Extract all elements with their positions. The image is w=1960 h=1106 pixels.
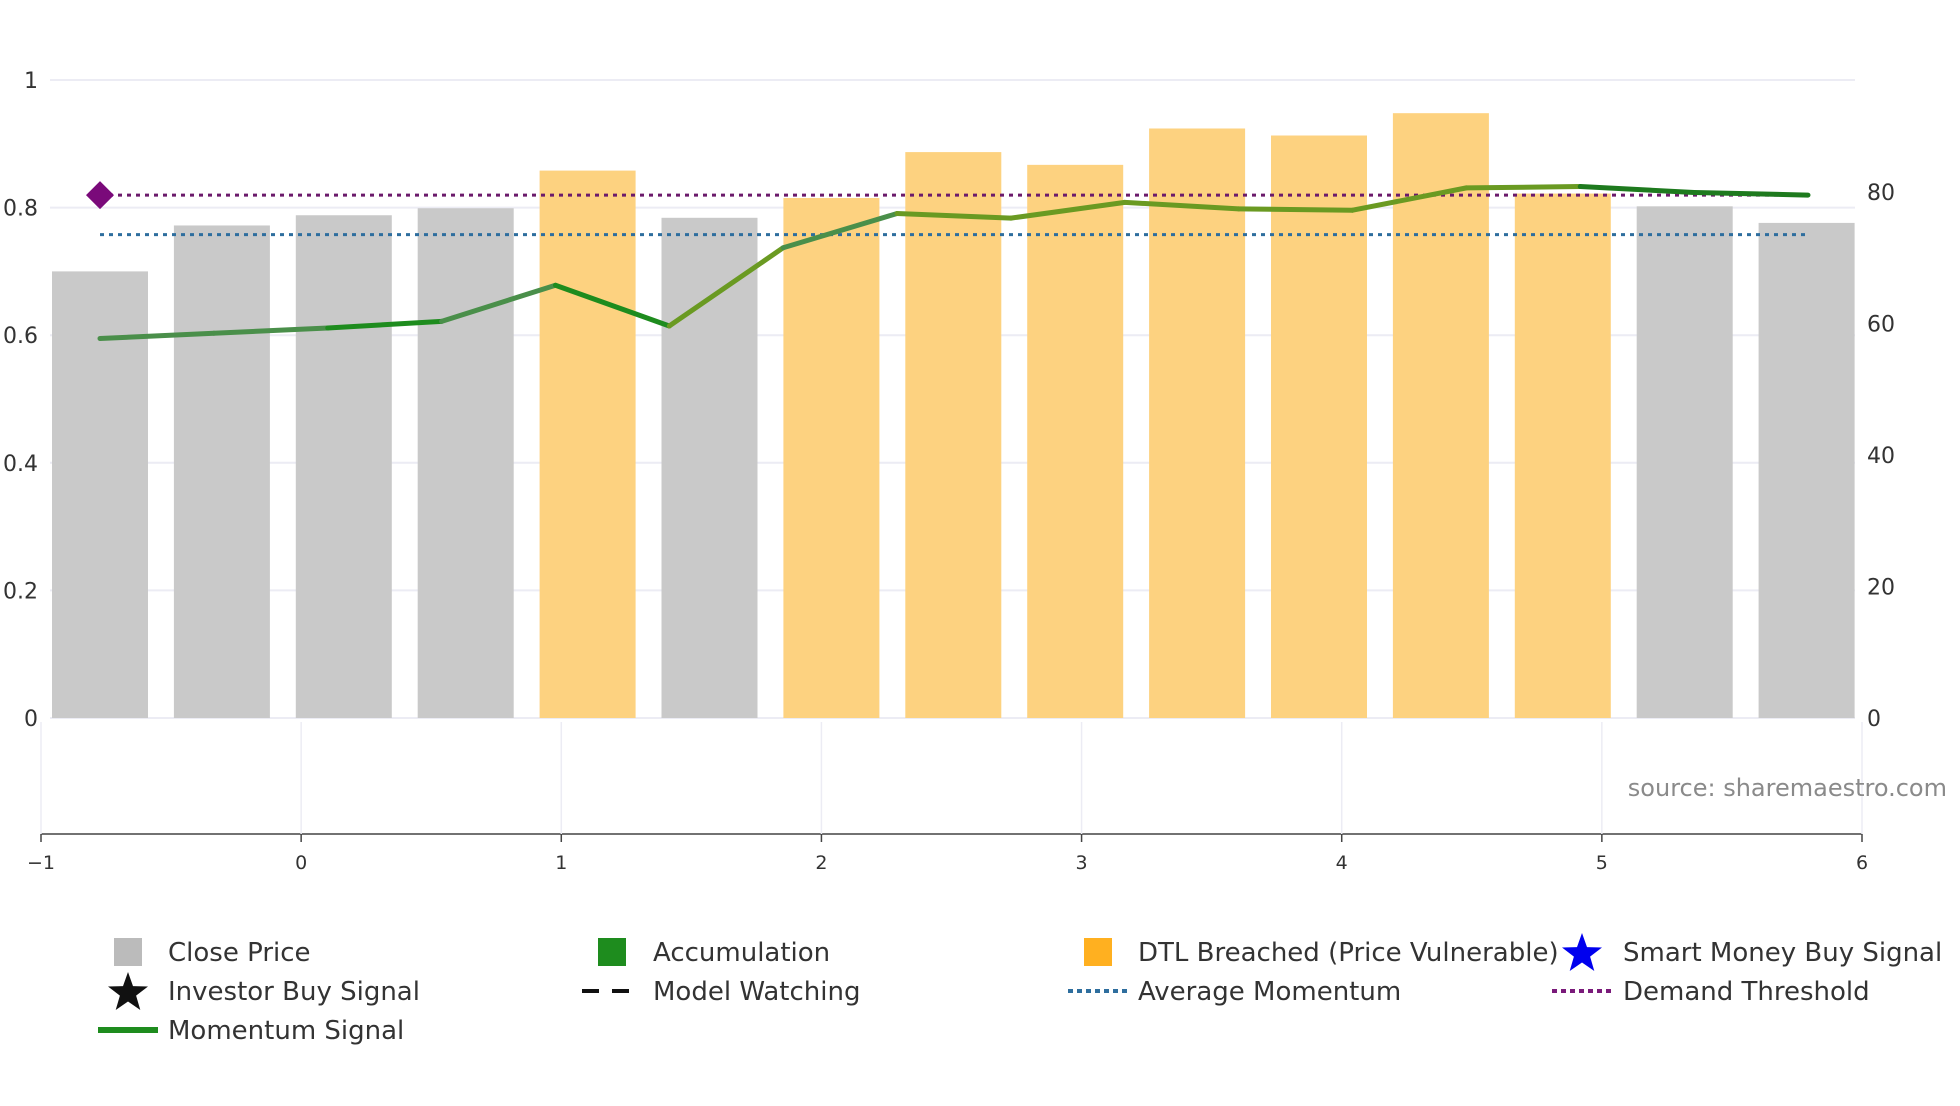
legend-item-accumulation[interactable]: Accumulation bbox=[598, 938, 830, 968]
bar-0 bbox=[52, 271, 148, 718]
momentum-segment-6 bbox=[780, 211, 900, 251]
legend-item-demand-threshold[interactable]: Demand Threshold bbox=[1552, 977, 1870, 1007]
momentum-segment-1 bbox=[211, 325, 331, 336]
legend-item-momentum-signal[interactable]: Momentum Signal bbox=[98, 1016, 404, 1046]
bar-4 bbox=[539, 170, 636, 718]
bar-3 bbox=[417, 208, 514, 718]
y-left-tick: 1 bbox=[24, 69, 38, 94]
momentum-segment-8 bbox=[1008, 199, 1128, 221]
legend-item-close-price[interactable]: Close Price bbox=[114, 938, 311, 968]
legend-label: Accumulation bbox=[653, 938, 830, 968]
legend-label: Momentum Signal bbox=[168, 1016, 404, 1046]
momentum-segment-9 bbox=[1122, 199, 1242, 212]
y-right-tick: 0 bbox=[1867, 707, 1881, 732]
legend-item-model-watching[interactable]: Model Watching bbox=[582, 977, 860, 1007]
x-tick-label: 5 bbox=[1596, 852, 1608, 874]
legend: Close Price Accumulation DTL Breached (Pri… bbox=[98, 933, 1942, 1046]
momentum-segment-2 bbox=[325, 318, 445, 331]
momentum-segment-3 bbox=[439, 282, 558, 324]
x-tick-label: 3 bbox=[1076, 852, 1088, 874]
accumulation-swatch-icon bbox=[598, 938, 626, 966]
y-right-tick: 80 bbox=[1867, 181, 1895, 206]
x-tick-label: −1 bbox=[27, 852, 55, 874]
momentum-line bbox=[97, 184, 1811, 341]
investor-buy-star-icon bbox=[108, 972, 148, 1010]
x-tick-label: 0 bbox=[295, 852, 307, 874]
momentum-segment-4 bbox=[552, 282, 672, 329]
bar-layer bbox=[52, 113, 1855, 719]
legend-item-investor-buy[interactable]: Investor Buy Signal bbox=[108, 972, 420, 1010]
momentum-segment-14 bbox=[1691, 189, 1811, 198]
dtl-breached-swatch-icon bbox=[1084, 938, 1112, 966]
x-tick-label: 4 bbox=[1336, 852, 1348, 874]
bar-6 bbox=[783, 198, 880, 718]
marker-layer bbox=[86, 181, 114, 210]
momentum-segment-13 bbox=[1577, 184, 1697, 195]
momentum-segment-12 bbox=[1463, 184, 1583, 191]
legend-item-smart-money[interactable]: Smart Money Buy Signal bbox=[1562, 933, 1942, 971]
close-price-swatch-icon bbox=[114, 938, 142, 966]
x-tick-label: 2 bbox=[815, 852, 827, 874]
momentum-segment-0 bbox=[97, 330, 217, 341]
momentum-segment-7 bbox=[894, 211, 1014, 221]
x-tick-label: 6 bbox=[1856, 852, 1868, 874]
bar-12 bbox=[1514, 193, 1611, 719]
y-left-tick: 0.8 bbox=[3, 197, 38, 222]
bar-14 bbox=[1758, 222, 1855, 719]
legend-label: Demand Threshold bbox=[1623, 977, 1870, 1007]
legend-label: Close Price bbox=[168, 938, 311, 968]
legend-label: DTL Breached (Price Vulnerable) bbox=[1138, 938, 1559, 968]
y-right-tick: 20 bbox=[1867, 575, 1895, 600]
y-right-tick: 60 bbox=[1867, 312, 1895, 337]
bar-10 bbox=[1271, 135, 1367, 719]
legend-item-dtl-breached[interactable]: DTL Breached (Price Vulnerable) bbox=[1084, 938, 1559, 968]
legend-item-average-momentum[interactable]: Average Momentum bbox=[1068, 977, 1401, 1007]
legend-label: Model Watching bbox=[653, 977, 860, 1007]
bar-13 bbox=[1636, 206, 1733, 718]
bar-7 bbox=[905, 152, 1002, 718]
y-right-tick: 40 bbox=[1867, 444, 1895, 469]
source-label: source: sharemaestro.com bbox=[1628, 774, 1947, 802]
bar-9 bbox=[1149, 128, 1246, 718]
legend-label: Average Momentum bbox=[1138, 977, 1401, 1007]
x-tick-label: 1 bbox=[555, 852, 567, 874]
reference-lines bbox=[100, 193, 1808, 237]
y-left-tick: 0.4 bbox=[3, 452, 38, 477]
bar-2 bbox=[295, 215, 392, 719]
axis-layer: 0 0.2 0.4 0.6 0.8 1 0 20 40 60 80 −1 0 1 2 3 4 5 6 bbox=[3, 69, 1895, 874]
y-left-tick: 0.6 bbox=[3, 324, 38, 349]
bar-1 bbox=[173, 225, 270, 719]
demand-marker bbox=[86, 181, 114, 210]
smart-money-star-icon bbox=[1562, 933, 1602, 971]
momentum-segment-10 bbox=[1236, 206, 1356, 213]
bar-8 bbox=[1027, 164, 1124, 718]
y-left-tick: 0.2 bbox=[3, 579, 38, 604]
momentum-segment-11 bbox=[1350, 185, 1469, 213]
bar-11 bbox=[1392, 113, 1489, 718]
legend-label: Smart Money Buy Signal bbox=[1623, 938, 1942, 968]
bar-5 bbox=[661, 217, 758, 719]
legend-label: Investor Buy Signal bbox=[168, 977, 420, 1007]
momentum-segment-5 bbox=[666, 245, 786, 329]
y-left-tick: 0 bbox=[24, 707, 38, 732]
